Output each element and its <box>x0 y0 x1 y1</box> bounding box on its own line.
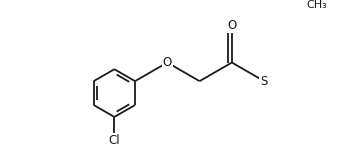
Text: O: O <box>163 56 172 69</box>
Text: CH₃: CH₃ <box>307 0 327 10</box>
Text: S: S <box>261 75 268 88</box>
Text: O: O <box>227 19 236 32</box>
Text: Cl: Cl <box>109 134 120 147</box>
